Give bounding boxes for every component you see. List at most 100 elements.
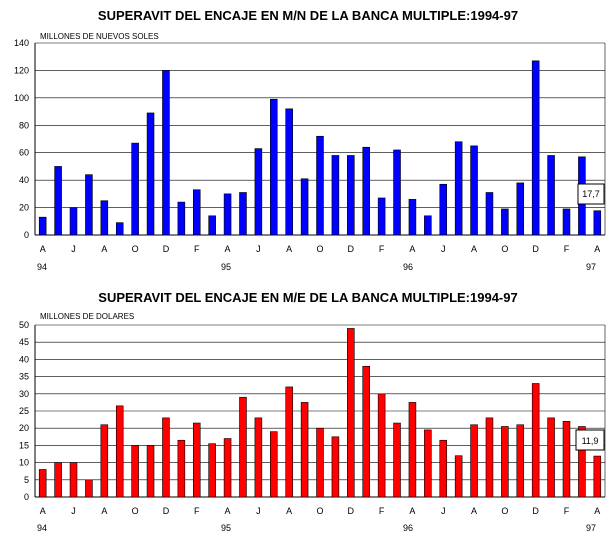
y-tick-label: 80 bbox=[19, 120, 29, 130]
y-tick-label: 40 bbox=[19, 175, 29, 185]
x-tick-label: A bbox=[286, 244, 292, 254]
bar bbox=[146, 112, 155, 236]
last-value-callout: 11,9 bbox=[575, 429, 605, 451]
bar bbox=[593, 210, 602, 236]
x-tick-label: D bbox=[532, 506, 539, 516]
bar bbox=[100, 200, 109, 236]
bar bbox=[192, 422, 201, 498]
x-tick-label: A bbox=[409, 244, 415, 254]
x-tick-label: A bbox=[225, 506, 231, 516]
bar bbox=[177, 201, 186, 236]
bar bbox=[331, 155, 340, 236]
bar bbox=[362, 365, 370, 498]
y-tick-label: 20 bbox=[19, 203, 29, 213]
bar bbox=[285, 386, 293, 498]
x-tick-label: F bbox=[379, 244, 385, 254]
chart-title: SUPERAVIT DEL ENCAJE EN M/N DE LA BANCA … bbox=[98, 8, 518, 23]
bar bbox=[239, 192, 247, 236]
bar bbox=[439, 439, 448, 498]
bar bbox=[54, 462, 62, 498]
y-tick-label: 15 bbox=[19, 440, 29, 450]
bar bbox=[69, 207, 78, 236]
year-label: 96 bbox=[403, 523, 413, 533]
bar bbox=[501, 426, 509, 498]
y-tick-label: 5 bbox=[24, 475, 29, 485]
bar bbox=[393, 422, 401, 498]
y-tick-label: 140 bbox=[14, 38, 29, 48]
x-tick-label: A bbox=[101, 506, 107, 516]
x-tick-label: O bbox=[132, 506, 139, 516]
y-tick-label: 100 bbox=[14, 93, 29, 103]
x-tick-label: J bbox=[71, 506, 76, 516]
bar bbox=[162, 70, 170, 236]
bar bbox=[439, 183, 448, 236]
bar bbox=[470, 145, 478, 236]
y-tick-label: 0 bbox=[24, 492, 29, 502]
bar bbox=[208, 215, 216, 236]
year-label: 94 bbox=[37, 523, 47, 533]
bar bbox=[254, 148, 263, 236]
x-ticks: A J A O D F A J A O D F A J A O D F A 94 95 96 97 bbox=[37, 506, 600, 533]
bar bbox=[501, 208, 509, 236]
x-tick-label: A bbox=[40, 244, 46, 254]
bar bbox=[547, 417, 555, 498]
y-tick-label: 50 bbox=[19, 320, 29, 330]
bar bbox=[162, 417, 170, 498]
x-tick-label: O bbox=[501, 506, 508, 516]
callout-label: 11,9 bbox=[582, 436, 599, 446]
x-tick-label: A bbox=[594, 506, 600, 516]
y-tick-label: 35 bbox=[19, 372, 29, 382]
y-tick-label: 0 bbox=[24, 230, 29, 240]
x-tick-label: F bbox=[564, 244, 570, 254]
x-tick-label: J bbox=[256, 506, 261, 516]
bar bbox=[85, 174, 93, 236]
bar bbox=[100, 424, 109, 498]
bar bbox=[208, 443, 216, 498]
bar bbox=[454, 141, 463, 236]
y-tick-label: 20 bbox=[19, 423, 29, 433]
bar bbox=[54, 166, 62, 236]
bar bbox=[424, 429, 432, 498]
bar bbox=[562, 421, 571, 498]
y-tick-label: 60 bbox=[19, 148, 29, 158]
bar bbox=[347, 155, 355, 236]
bar bbox=[285, 108, 293, 236]
y-tick-label: 10 bbox=[19, 458, 29, 468]
bar bbox=[223, 193, 232, 236]
bar bbox=[254, 417, 263, 498]
bar bbox=[531, 60, 540, 236]
x-tick-label: D bbox=[532, 244, 539, 254]
bar bbox=[85, 479, 93, 498]
bar bbox=[69, 462, 78, 498]
year-label: 94 bbox=[37, 262, 47, 272]
bar bbox=[270, 431, 278, 498]
bar bbox=[177, 439, 186, 498]
x-tick-label: F bbox=[194, 506, 200, 516]
bar bbox=[270, 98, 278, 236]
y-ticks: 0 20 40 60 80 100 120 140 bbox=[14, 38, 29, 240]
bar bbox=[223, 438, 232, 498]
x-tick-label: A bbox=[225, 244, 231, 254]
bar bbox=[316, 427, 324, 498]
bar bbox=[547, 155, 555, 236]
unit-label: MILLONES DE NUEVOS SOLES bbox=[40, 32, 159, 41]
bar bbox=[316, 135, 324, 236]
bar bbox=[424, 215, 432, 236]
bar bbox=[300, 402, 309, 498]
bar bbox=[562, 208, 571, 236]
chart-title: SUPERAVIT DEL ENCAJE EN M/E DE LA BANCA … bbox=[98, 290, 517, 305]
bar bbox=[485, 417, 494, 498]
bar bbox=[377, 393, 386, 498]
bar bbox=[578, 426, 586, 498]
bar bbox=[408, 199, 417, 236]
last-value-callout: 17,7 bbox=[577, 183, 605, 205]
bar bbox=[516, 424, 525, 498]
bars bbox=[38, 328, 602, 498]
x-tick-label: O bbox=[316, 244, 323, 254]
y-ticks: 0 5 10 15 20 25 30 35 40 45 50 bbox=[19, 320, 29, 502]
bar bbox=[38, 469, 47, 498]
year-label: 95 bbox=[221, 523, 231, 533]
x-tick-label: A bbox=[409, 506, 415, 516]
x-ticks: A J A O D F A J A O D F A J A O D F A 94 95 96 97 bbox=[37, 244, 600, 272]
